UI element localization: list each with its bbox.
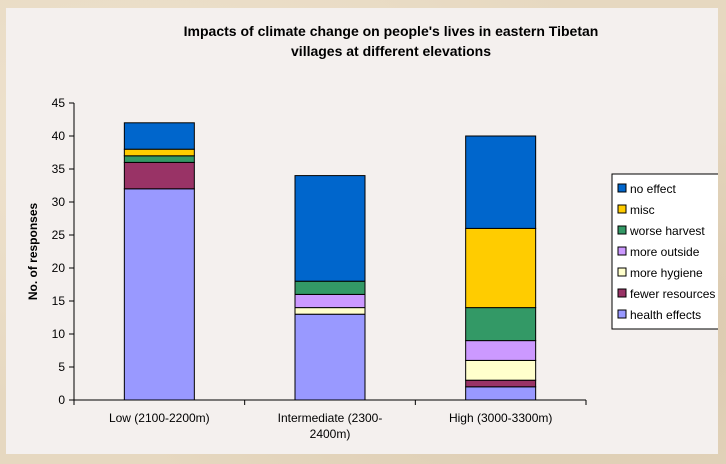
bar-segment-worse-harvest: [294, 280, 366, 295]
legend-swatch: [617, 225, 627, 235]
legend-swatch: [617, 288, 627, 298]
legend-label: worse harvest: [629, 224, 705, 238]
bar-segment-worse-harvest: [465, 307, 537, 342]
y-tick-label: 15: [52, 294, 66, 308]
legend-label: more outside: [630, 245, 700, 259]
legend-swatch: [617, 204, 627, 214]
bar-segment-no-effect: [294, 175, 366, 282]
x-category-label: 2400m): [310, 427, 351, 441]
x-category-label: High (3000-3300m): [449, 411, 552, 425]
bar-segment-fewer-resources: [465, 379, 537, 388]
bar-segment-worse-harvest: [123, 155, 195, 163]
chart-title-line: Impacts of climate change on people's li…: [184, 23, 599, 39]
y-tick-label: 30: [52, 195, 66, 209]
bar-segment-more-hygiene: [294, 307, 366, 315]
y-tick-label: 35: [52, 162, 66, 176]
bar-segment-no-effect: [465, 135, 537, 229]
y-tick-label: 10: [52, 327, 66, 341]
legend-label: health effects: [630, 308, 701, 322]
stacked-bar-chart: Impacts of climate change on people's li…: [26, 23, 718, 441]
y-tick-label: 20: [52, 261, 66, 275]
legend-label: no effect: [630, 182, 676, 196]
bar-segment-no-effect: [123, 122, 195, 150]
legend-swatch: [617, 183, 627, 193]
legend-label: more hygiene: [630, 266, 703, 280]
x-category-label: Low (2100-2200m): [109, 411, 210, 425]
bar-segment-more-hygiene: [465, 359, 537, 381]
y-tick-label: 5: [58, 360, 65, 374]
legend-swatch: [617, 309, 627, 319]
bar-segment-misc: [123, 148, 195, 157]
bar-segment-more-outside: [465, 340, 537, 361]
bar-segment-health-effects: [294, 313, 366, 401]
bar-segment-more-outside: [294, 293, 366, 309]
legend-swatch: [617, 267, 627, 277]
legend-label: fewer resources: [630, 287, 715, 301]
chart-area: Impacts of climate change on people's li…: [6, 8, 718, 454]
chart-title-line: villages at different elevations: [291, 43, 491, 59]
bar-segment-health-effects: [123, 188, 195, 401]
legend-box: [611, 173, 718, 330]
bar-segment-health-effects: [465, 386, 537, 401]
legend-label: misc: [630, 203, 655, 217]
y-tick-label: 45: [52, 96, 66, 110]
y-tick-label: 25: [52, 228, 66, 242]
y-tick-label: 40: [52, 129, 66, 143]
x-category-label: Intermediate (2300-: [278, 411, 383, 425]
bar-segment-misc: [465, 227, 537, 309]
y-axis-label: No. of responses: [26, 203, 40, 301]
y-tick-label: 0: [58, 393, 65, 407]
bar-segment-fewer-resources: [123, 161, 195, 190]
legend-swatch: [617, 246, 627, 256]
